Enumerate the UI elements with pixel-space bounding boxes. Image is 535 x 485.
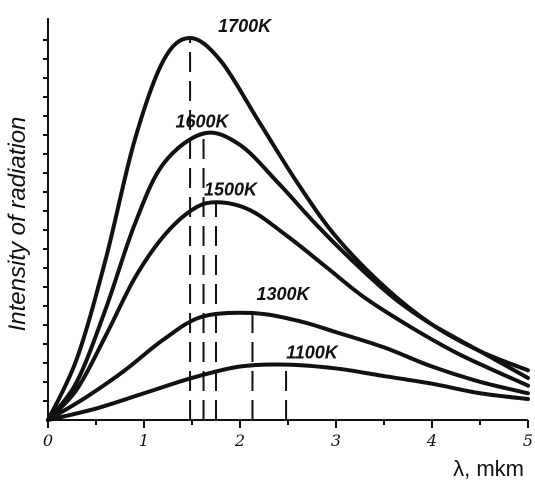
x-tick-label: 1	[139, 431, 149, 450]
y-axis-title: Intensity of radiation	[4, 117, 31, 332]
series-label-1500k: 1500K	[204, 179, 259, 199]
x-tick-label: 3	[331, 431, 341, 450]
series-label-1100k: 1100K	[286, 343, 340, 363]
curves	[46, 36, 530, 422]
x-tick-label: 4	[426, 431, 437, 450]
x-axis-title: λ, mkm	[453, 456, 524, 481]
x-tick-label: 2	[234, 431, 245, 450]
series-label-1600k: 1600K	[176, 112, 231, 132]
series-label-1700k: 1700K	[218, 16, 273, 36]
curve-1100k	[46, 362, 530, 422]
labels: 1700K 1600K 1500K 1300K 1100K	[176, 16, 340, 363]
tick-marks: 0 1 2 3 4 5	[43, 39, 533, 450]
x-tick-label: 0	[43, 431, 53, 450]
curve-1600k	[46, 130, 530, 422]
series-label-1300k: 1300K	[256, 284, 311, 304]
curve-1300k	[46, 310, 530, 422]
peak-dashed-lines	[189, 38, 288, 420]
curve-1500k	[46, 200, 530, 422]
x-tick-label: 5	[523, 431, 533, 450]
